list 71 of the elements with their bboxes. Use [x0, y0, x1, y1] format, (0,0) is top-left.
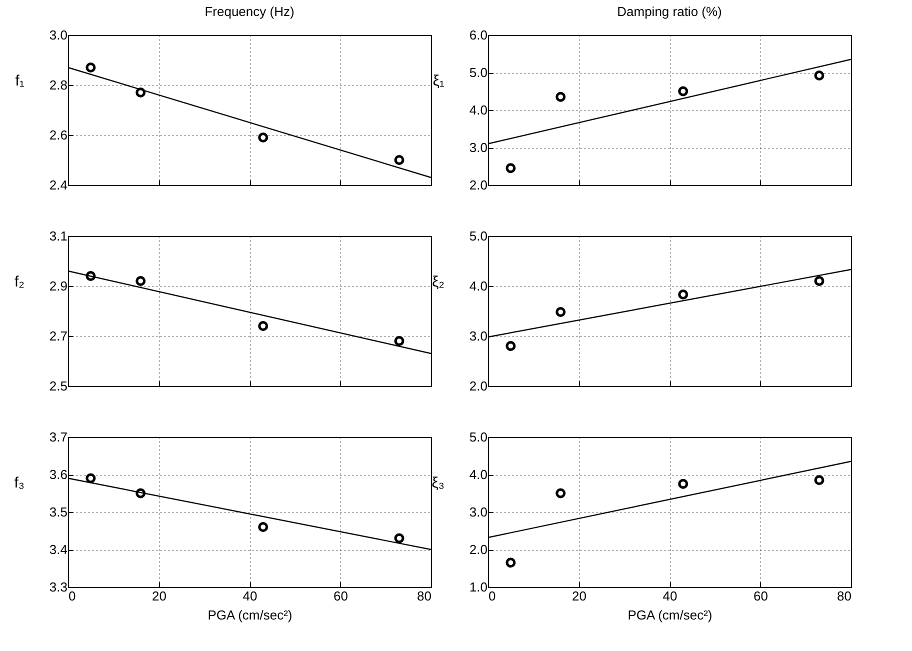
y-axis-title: f₁ — [15, 72, 24, 90]
point — [556, 488, 566, 498]
y-tick-label: 6.0 — [469, 28, 488, 42]
point — [506, 341, 516, 351]
x-tick-label: 40 — [242, 588, 258, 604]
point — [86, 473, 96, 484]
y-tick-label: 2.0 — [469, 378, 488, 394]
point — [136, 488, 146, 498]
point — [678, 478, 688, 489]
y-tick-label: 3.3 — [49, 580, 68, 594]
point — [86, 271, 96, 281]
chart-title: Damping ratio (%) — [617, 4, 722, 19]
y-tick-label: 5.0 — [469, 65, 488, 80]
y-tick-label: 3.4 — [49, 542, 68, 557]
y-tick-label: 3.0 — [469, 328, 488, 344]
point — [506, 558, 516, 568]
y-tick-label: 3.5 — [49, 504, 68, 520]
y-tick-label: 2.0 — [469, 542, 488, 557]
point — [136, 276, 146, 286]
y-tick-label: 2.0 — [469, 178, 488, 192]
point — [678, 86, 688, 96]
y-tick-label: 1.0 — [469, 580, 488, 594]
y-tick-label: 2.7 — [49, 328, 68, 344]
point — [258, 132, 268, 142]
point — [556, 92, 566, 102]
point — [556, 307, 566, 317]
point — [394, 336, 404, 346]
point — [506, 163, 516, 174]
point — [814, 475, 824, 486]
y-tick-label: 3.0 — [469, 504, 488, 520]
x-tick-label: 60 — [754, 588, 768, 604]
y-axis-title: f₂ — [14, 274, 25, 290]
y-tick-label: 5.0 — [469, 430, 488, 444]
y-tick-label: 2.4 — [49, 178, 68, 192]
point — [258, 321, 268, 331]
x-tick-label: 0 — [68, 588, 76, 604]
y-axis-title: f₃ — [14, 474, 24, 492]
point — [136, 88, 146, 98]
y-axis-title: ξ₂ — [432, 274, 445, 290]
y-tick-label: 3.6 — [49, 467, 68, 482]
chart-title: Frequency (Hz) — [204, 4, 294, 19]
x-tick-label: 40 — [662, 588, 678, 604]
point — [258, 522, 268, 532]
x-tick-label: 80 — [417, 588, 432, 604]
y-tick-label: 2.6 — [49, 128, 68, 142]
x-tick-label: 20 — [152, 588, 166, 604]
point — [394, 155, 404, 165]
y-tick-label: 4.0 — [469, 467, 488, 482]
y-tick-label: 3.1 — [49, 228, 68, 244]
point — [394, 533, 404, 544]
point — [814, 70, 824, 80]
point — [678, 290, 688, 300]
y-tick-label: 4.0 — [469, 102, 488, 118]
y-tick-label: 4.0 — [469, 278, 488, 294]
point — [86, 62, 96, 72]
y-tick-label: 3.0 — [469, 140, 488, 155]
x-tick-label: 0 — [488, 588, 496, 604]
y-tick-label: 2.8 — [49, 78, 68, 92]
x-tick-label: 80 — [837, 588, 852, 604]
y-axis-title: ξ₁ — [432, 72, 444, 90]
y-tick-label: 3.0 — [49, 28, 68, 42]
x-tick-label: 60 — [334, 588, 348, 604]
y-axis-title: ξ₃ — [432, 474, 444, 492]
y-tick-label: 5.0 — [469, 228, 488, 244]
x-tick-label: 20 — [572, 588, 586, 604]
point — [814, 276, 824, 286]
y-tick-label: 2.9 — [49, 278, 68, 294]
y-tick-label: 2.5 — [49, 378, 68, 394]
x-axis-title: PGA (cm/sec²) — [628, 608, 712, 622]
y-tick-label: 3.7 — [49, 430, 68, 444]
x-axis-title: PGA (cm/sec²) — [208, 608, 292, 622]
